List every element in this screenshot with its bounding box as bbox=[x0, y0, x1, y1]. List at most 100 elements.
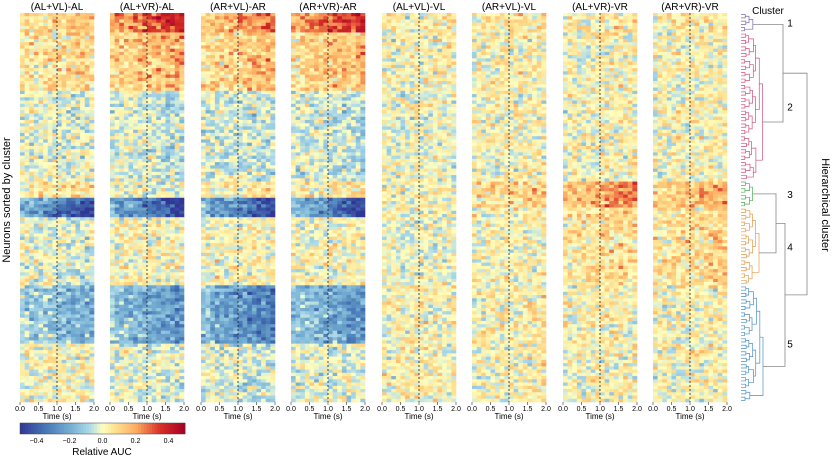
heatmap-cell bbox=[38, 220, 44, 225]
heatmap-cell bbox=[133, 13, 139, 17]
heatmap-cell bbox=[214, 74, 220, 79]
heatmap-cell bbox=[29, 243, 35, 247]
heatmap-cell bbox=[57, 210, 62, 215]
heatmap-cell bbox=[47, 272, 53, 276]
heatmap-cell bbox=[110, 256, 115, 260]
heatmap-cell bbox=[261, 94, 267, 98]
heatmap-cell bbox=[210, 90, 216, 95]
heatmap-cell bbox=[114, 285, 120, 289]
heatmap-cell bbox=[170, 317, 176, 322]
heatmap-cell bbox=[114, 58, 120, 62]
heatmap-cell bbox=[57, 97, 62, 101]
heatmap-cell bbox=[179, 22, 185, 27]
heatmap-cell bbox=[142, 145, 148, 150]
heatmap-cell bbox=[142, 110, 148, 114]
heatmap-cell bbox=[66, 35, 72, 40]
heatmap-cell bbox=[265, 132, 271, 137]
heatmap-cell bbox=[137, 207, 143, 212]
heatmap-cell bbox=[66, 13, 72, 17]
heatmap-cell bbox=[179, 252, 185, 257]
heatmap-panel: (AL+VL)-AL bbox=[20, 2, 95, 403]
heatmap-cell bbox=[137, 103, 143, 108]
heatmap-cell bbox=[57, 389, 62, 393]
heatmap-cell bbox=[33, 77, 39, 82]
heatmap-cell bbox=[75, 132, 81, 137]
heatmap-cell bbox=[251, 64, 257, 69]
heatmap-cell bbox=[70, 42, 76, 46]
heatmap-cell bbox=[123, 298, 129, 302]
heatmap-cell bbox=[174, 259, 180, 263]
heatmap-cell bbox=[84, 233, 90, 237]
heatmap-cell bbox=[210, 201, 216, 205]
heatmap-cell bbox=[133, 100, 139, 105]
heatmap-cell bbox=[47, 301, 53, 306]
heatmap-cell bbox=[70, 320, 76, 325]
heatmap-cell bbox=[57, 252, 62, 257]
heatmap-cell bbox=[224, 139, 230, 143]
heatmap-cell bbox=[128, 45, 134, 49]
heatmap-cell bbox=[33, 184, 39, 189]
heatmap-cell bbox=[224, 204, 230, 208]
heatmap-cell bbox=[89, 100, 95, 105]
heatmap-cell bbox=[75, 343, 81, 348]
heatmap-cell bbox=[238, 25, 243, 30]
heatmap-cell bbox=[43, 84, 49, 88]
heatmap-cell bbox=[210, 58, 216, 62]
heatmap-cell bbox=[47, 194, 53, 199]
heatmap-cell bbox=[247, 175, 253, 179]
heatmap-cell bbox=[133, 165, 139, 169]
heatmap-cell bbox=[20, 204, 25, 208]
heatmap-cell bbox=[61, 226, 67, 231]
heatmap-cell bbox=[128, 181, 134, 186]
heatmap-cell bbox=[242, 201, 248, 205]
heatmap-cell bbox=[20, 51, 25, 56]
heatmap-cell bbox=[33, 343, 39, 348]
heatmap-cell bbox=[137, 314, 143, 319]
heatmap-cell bbox=[52, 184, 58, 189]
heatmap-cell bbox=[110, 379, 115, 383]
heatmap-cell bbox=[137, 304, 143, 309]
heatmap-cell bbox=[242, 204, 248, 208]
heatmap-cell bbox=[238, 103, 243, 108]
heatmap-cell bbox=[123, 81, 129, 85]
heatmap-cell bbox=[29, 107, 35, 111]
heatmap-cell bbox=[156, 330, 162, 335]
heatmap-cell bbox=[133, 220, 139, 225]
heatmap-cell bbox=[38, 210, 44, 215]
heatmap-cell bbox=[247, 233, 253, 237]
heatmap-cell bbox=[66, 226, 72, 231]
heatmap-cell bbox=[70, 13, 76, 17]
heatmap-cell bbox=[52, 301, 58, 306]
heatmap-cell bbox=[80, 350, 86, 354]
heatmap-cell bbox=[75, 243, 81, 247]
heatmap-cell bbox=[210, 197, 216, 202]
heatmap-cell bbox=[165, 22, 171, 27]
heatmap-cell bbox=[256, 55, 262, 59]
heatmap-cell bbox=[110, 272, 115, 276]
heatmap-cell bbox=[123, 223, 129, 228]
heatmap-cell bbox=[247, 94, 253, 98]
heatmap-cell bbox=[142, 81, 148, 85]
heatmap-cell bbox=[238, 191, 243, 195]
heatmap-cell bbox=[160, 204, 166, 208]
heatmap-cell bbox=[61, 149, 67, 153]
heatmap-cell bbox=[52, 233, 58, 237]
heatmap-cell bbox=[89, 16, 95, 20]
heatmap-cell bbox=[174, 35, 180, 40]
heatmap-cell bbox=[160, 113, 166, 118]
heatmap-cell bbox=[29, 204, 35, 208]
heatmap-cell bbox=[110, 126, 115, 130]
heatmap-cell bbox=[179, 340, 185, 344]
heatmap-cell bbox=[210, 64, 216, 69]
heatmap-cell bbox=[89, 285, 95, 289]
heatmap-cell bbox=[114, 168, 120, 173]
heatmap-cell bbox=[170, 58, 176, 62]
heatmap-cell bbox=[228, 87, 234, 92]
heatmap-cell bbox=[123, 45, 129, 49]
heatmap-cell bbox=[84, 178, 90, 182]
heatmap-cell bbox=[57, 25, 62, 30]
heatmap-cell bbox=[29, 259, 35, 263]
heatmap-cell bbox=[228, 145, 234, 150]
heatmap-cell bbox=[114, 158, 120, 163]
heatmap-cell bbox=[165, 314, 171, 319]
